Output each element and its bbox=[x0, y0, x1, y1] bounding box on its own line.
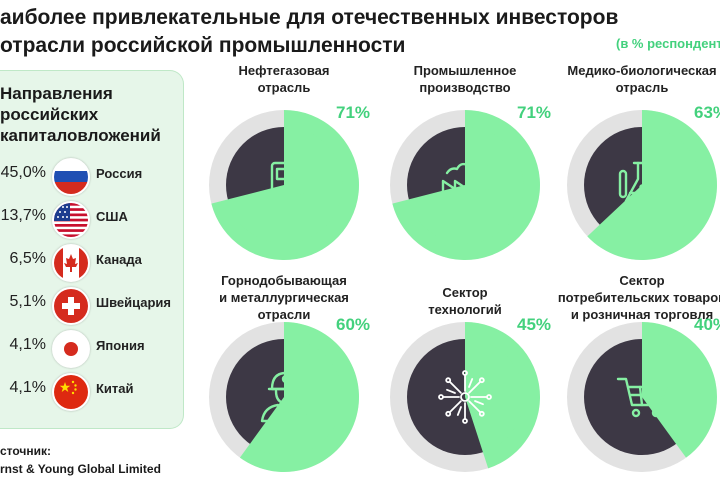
donut-background bbox=[567, 322, 717, 472]
donut-core bbox=[226, 339, 342, 455]
donut-core bbox=[407, 339, 523, 455]
country-name: Швейцария bbox=[96, 295, 172, 310]
country-row-usa: 13,7% США bbox=[0, 200, 183, 239]
chart-category-line: Сектор bbox=[442, 285, 488, 300]
country-name: Канада bbox=[96, 252, 142, 267]
title-line-2: отрасли российской промышленности bbox=[0, 34, 406, 57]
donut-core bbox=[407, 127, 523, 243]
donut-inner-slice bbox=[249, 338, 343, 456]
country-name: Россия bbox=[96, 166, 143, 181]
donut-background bbox=[567, 110, 717, 260]
donut-background bbox=[209, 110, 359, 260]
chart-category-label: Сектор технологий bbox=[380, 284, 550, 318]
switzerland-flag-icon bbox=[52, 287, 90, 325]
usa-flag-icon bbox=[52, 201, 90, 239]
chart-category-line: и металлургическая bbox=[219, 290, 349, 305]
donut-inner-slice bbox=[408, 126, 524, 244]
chart-category-line: отрасли bbox=[257, 307, 311, 322]
country-row-canada: 6,5% Канада bbox=[0, 243, 183, 282]
chart-category-label: Сектор потребительских товаров и розничная… bbox=[557, 272, 720, 323]
chart-category-label: Горнодобывающая и металлургическая отрасли bbox=[199, 272, 369, 323]
donut-chart bbox=[390, 110, 541, 260]
donut-core bbox=[584, 127, 700, 243]
donut-slice bbox=[239, 322, 359, 472]
country-value: 45,0% bbox=[0, 164, 46, 181]
panel-title-line-2: российских bbox=[0, 105, 99, 124]
panel-title: Направления российских капиталовложений bbox=[0, 83, 161, 146]
country-row-china: 4,1% Китай bbox=[0, 372, 183, 411]
country-name: США bbox=[96, 209, 128, 224]
chart-category-line: Сектор bbox=[619, 273, 665, 288]
country-name: Япония bbox=[96, 338, 145, 353]
country-value: 5,1% bbox=[9, 293, 46, 310]
donut-core bbox=[584, 339, 700, 455]
chart-value-label: 60% bbox=[336, 315, 371, 334]
chart-category-line: Медико-биологическая bbox=[567, 63, 717, 78]
country-value: 6,5% bbox=[9, 250, 46, 267]
country-value: 4,1% bbox=[9, 336, 46, 353]
country-name: Китай bbox=[96, 381, 134, 396]
source-label: сточник: bbox=[0, 444, 52, 458]
source-name: rnst & Young Global Limited bbox=[0, 462, 161, 476]
donut-chart bbox=[567, 110, 717, 260]
china-flag-icon bbox=[52, 373, 90, 411]
chart-category-line: и розничная торговля bbox=[570, 307, 714, 322]
donut-slice bbox=[587, 110, 717, 260]
title-line-1: аиболее привлекательные для отечественны… bbox=[0, 6, 619, 29]
chart-category-line: Горнодобывающая bbox=[221, 273, 347, 288]
donut-background bbox=[209, 322, 359, 472]
source-note: сточник: rnst & Young Global Limited bbox=[0, 442, 161, 478]
page-title: аиболее привлекательные для отечественны… bbox=[0, 4, 618, 60]
chart-category-label: Нефтегазовая отрасль bbox=[199, 62, 369, 96]
donut-slice bbox=[465, 322, 540, 469]
investment-directions-panel: Направления российских капиталовложений … bbox=[0, 70, 184, 429]
chart-category-line: технологий bbox=[428, 302, 502, 317]
donut-inner-slice bbox=[227, 126, 343, 244]
chart-value-label: 71% bbox=[336, 103, 371, 122]
miner-icon bbox=[260, 371, 312, 423]
donut-background bbox=[390, 110, 540, 260]
shopping-cart-icon bbox=[616, 377, 668, 418]
donut-inner-slice bbox=[642, 338, 701, 445]
panel-title-line-3: капиталовложений bbox=[0, 126, 161, 145]
donut-chart bbox=[209, 110, 359, 260]
factory-icon bbox=[441, 162, 489, 203]
chart-value-label: 45% bbox=[517, 315, 552, 334]
chart-category-line: Нефтегазовая bbox=[238, 63, 330, 78]
donut-slice bbox=[392, 110, 541, 260]
donut-inner-slice bbox=[599, 126, 701, 244]
chart-category-label: Промышленное производство bbox=[380, 62, 550, 96]
fuel-pump-icon bbox=[266, 161, 304, 203]
chart-category-line: Промышленное bbox=[413, 63, 517, 78]
donut-slice bbox=[642, 322, 718, 458]
donut-background bbox=[390, 322, 540, 472]
unit-label: (в % респондентов) bbox=[616, 36, 720, 51]
chart-value-label: 40% bbox=[694, 315, 720, 334]
chart-category-line: отрасль bbox=[257, 80, 311, 95]
chart-value-label: 71% bbox=[517, 103, 552, 122]
chart-category-line: производство bbox=[419, 80, 511, 95]
flask-icon bbox=[618, 161, 660, 203]
donut-slice bbox=[211, 110, 359, 260]
canada-flag-icon bbox=[52, 244, 90, 282]
circuit-icon bbox=[438, 370, 492, 424]
country-value: 13,7% bbox=[0, 207, 46, 224]
country-row-japan: 4,1% Япония bbox=[0, 329, 183, 368]
country-value: 4,1% bbox=[9, 379, 46, 396]
japan-flag-icon bbox=[52, 330, 90, 368]
donut-inner-slice bbox=[465, 338, 524, 453]
panel-title-line-1: Направления bbox=[0, 84, 113, 103]
donut-chart bbox=[209, 322, 359, 472]
donut-chart bbox=[390, 322, 540, 472]
russia-flag-icon bbox=[52, 158, 90, 196]
chart-value-label: 63% bbox=[694, 103, 720, 122]
chart-category-label: Медико-биологическая отрасль bbox=[557, 62, 720, 96]
country-row-russia: 45,0% Россия bbox=[0, 157, 183, 196]
donut-core bbox=[226, 127, 342, 243]
donut-chart bbox=[567, 322, 718, 472]
chart-category-line: отрасль bbox=[615, 80, 669, 95]
chart-category-line: потребительских товаров bbox=[557, 290, 720, 305]
country-row-switzerland: 5,1% Швейцария bbox=[0, 286, 183, 325]
